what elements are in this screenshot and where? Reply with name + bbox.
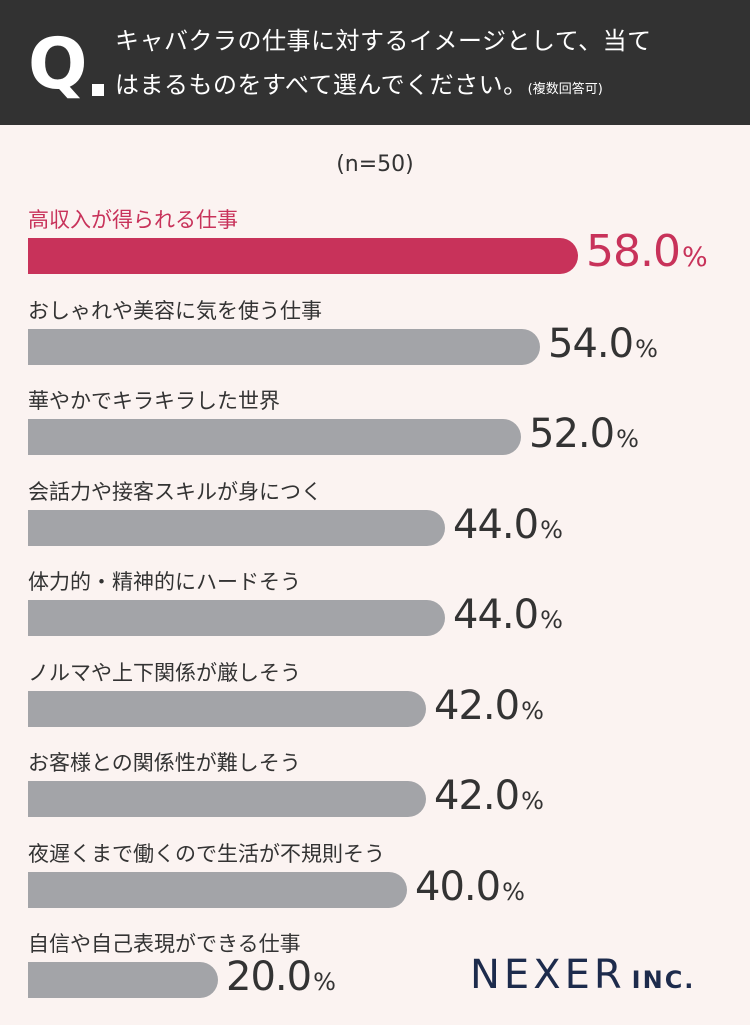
- bar: [28, 872, 407, 908]
- question-mark-dot: [92, 84, 104, 96]
- category-label: お客様との関係性が難しそう: [28, 751, 301, 775]
- question-mark: Q: [28, 23, 88, 105]
- value-label: 20.0%: [226, 954, 336, 1000]
- bar: [28, 691, 426, 727]
- value-number: 42.0: [434, 773, 520, 819]
- category-label: おしゃれや美容に気を使う仕事: [28, 299, 322, 323]
- category-label: 夜遅くまで働くので生活が不規則そう: [28, 842, 385, 866]
- bar: [28, 600, 445, 636]
- value-unit: %: [681, 242, 708, 273]
- value-unit: %: [540, 516, 563, 544]
- question-text-line1: キャバクラの仕事に対するイメージとして、当て: [115, 27, 652, 55]
- value-number: 20.0: [226, 954, 312, 1000]
- value-number: 52.0: [529, 411, 615, 457]
- question-header: Q キャバクラの仕事に対するイメージとして、当て はまるものをすべて選んでくださ…: [0, 0, 750, 125]
- category-label: 会話力や接客スキルが身につく: [28, 480, 322, 504]
- value-number: 44.0: [453, 502, 539, 548]
- value-number: 42.0: [434, 683, 520, 729]
- category-label: 自信や自己表現ができる仕事: [28, 932, 301, 956]
- value-label: 40.0%: [415, 864, 525, 910]
- bar: [28, 781, 426, 817]
- value-unit: %: [521, 697, 544, 725]
- value-unit: %: [540, 606, 563, 634]
- question-text-line2: はまるものをすべて選んでください。(複数回答可): [115, 68, 603, 107]
- value-number: 54.0: [548, 321, 634, 367]
- value-label: 54.0%: [548, 321, 658, 367]
- logo-name: NEXER: [470, 952, 626, 998]
- question-text-line2-main: はまるものをすべて選んでください。: [115, 71, 528, 99]
- value-number: 58.0: [586, 226, 681, 277]
- category-label: ノルマや上下関係が厳しそう: [28, 661, 301, 685]
- value-label: 42.0%: [434, 773, 544, 819]
- value-unit: %: [616, 425, 639, 453]
- value-label: 44.0%: [453, 592, 563, 638]
- nexer-logo: NEXER INC.: [470, 952, 695, 998]
- category-label: 高収入が得られる仕事: [28, 208, 238, 232]
- bar: [28, 238, 578, 274]
- category-label: 華やかでキラキラした世界: [28, 389, 280, 413]
- value-unit: %: [313, 968, 336, 996]
- category-label: 体力的・精神的にハードそう: [28, 570, 301, 594]
- value-number: 44.0: [453, 592, 539, 638]
- value-label: 42.0%: [434, 683, 544, 729]
- value-unit: %: [635, 335, 658, 363]
- bar: [28, 962, 218, 998]
- bar: [28, 419, 521, 455]
- value-unit: %: [502, 878, 525, 906]
- value-unit: %: [521, 787, 544, 815]
- question-note: (複数回答可): [527, 82, 603, 97]
- value-number: 40.0: [415, 864, 501, 910]
- bar: [28, 329, 540, 365]
- value-label: 52.0%: [529, 411, 639, 457]
- logo-suffix: INC.: [631, 966, 696, 994]
- value-label: 44.0%: [453, 502, 563, 548]
- sample-size: (n=50): [336, 152, 414, 177]
- value-label: 58.0%: [586, 226, 708, 277]
- bar: [28, 510, 445, 546]
